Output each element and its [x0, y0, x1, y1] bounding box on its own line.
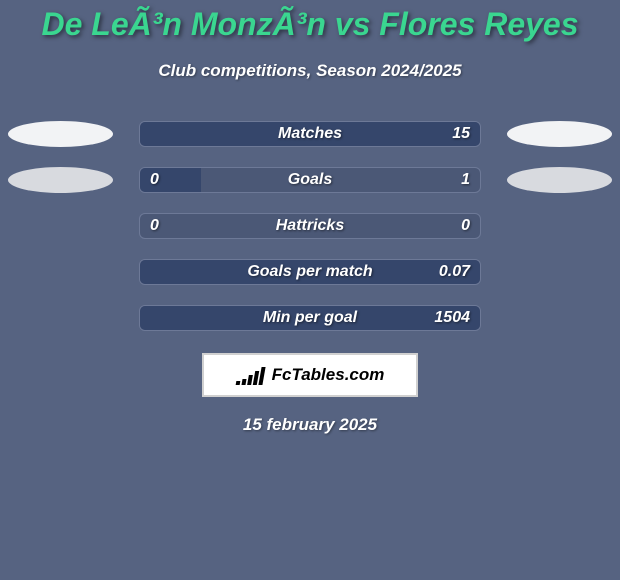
ellipse-icon	[8, 167, 113, 193]
stat-row: Matches15	[0, 121, 620, 147]
stat-row: 0Goals1	[0, 167, 620, 193]
subtitle: Club competitions, Season 2024/2025	[0, 61, 620, 81]
stat-bar: 0Goals1	[139, 167, 481, 193]
stat-right-value: 1504	[434, 306, 470, 330]
page-title: De LeÃ³n MonzÃ³n vs Flores Reyes	[0, 0, 620, 43]
stat-label: Hattricks	[140, 214, 480, 238]
stat-right-value: 1	[461, 168, 470, 192]
stat-right-value: 0	[461, 214, 470, 238]
stat-label: Goals per match	[140, 260, 480, 284]
stat-right-value: 0.07	[439, 260, 470, 284]
brand-text: FcTables.com	[272, 365, 385, 385]
stat-bar: Min per goal1504	[139, 305, 481, 331]
ellipse-icon	[507, 121, 612, 147]
stat-label: Goals	[140, 168, 480, 192]
ellipse-icon	[8, 121, 113, 147]
stat-bar: 0Hattricks0	[139, 213, 481, 239]
stat-label: Matches	[140, 122, 480, 146]
stat-row: 0Hattricks0	[0, 213, 620, 239]
stats-card: De LeÃ³n MonzÃ³n vs Flores Reyes Club co…	[0, 0, 620, 580]
brand-box[interactable]: FcTables.com	[202, 353, 418, 397]
stat-label: Min per goal	[140, 306, 480, 330]
stat-row: Goals per match0.07	[0, 259, 620, 285]
stat-right-value: 15	[452, 122, 470, 146]
stat-bar: Goals per match0.07	[139, 259, 481, 285]
stat-row: Min per goal1504	[0, 305, 620, 331]
stat-bar: Matches15	[139, 121, 481, 147]
ellipse-icon	[507, 167, 612, 193]
bar-chart-icon	[236, 365, 266, 385]
stat-rows: Matches150Goals10Hattricks0Goals per mat…	[0, 121, 620, 331]
date-text: 15 february 2025	[0, 415, 620, 435]
